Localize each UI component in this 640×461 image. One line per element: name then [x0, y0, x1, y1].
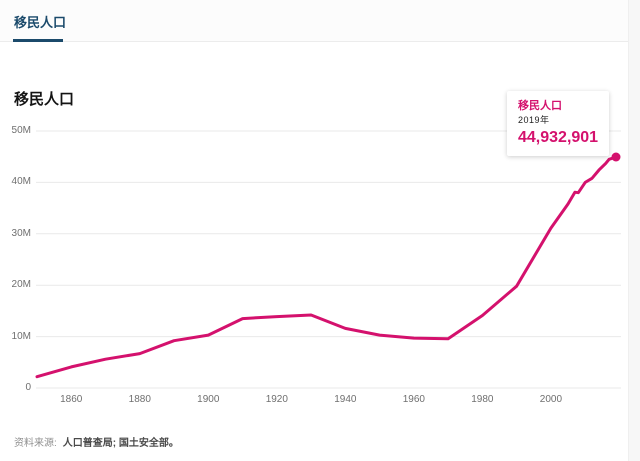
source-note: 资料来源: 人口普查局; 国土安全部。: [14, 437, 179, 450]
series-line[interactable]: [35, 155, 618, 379]
chart-tooltip: 移民人口 2019年 44,932,901: [507, 91, 610, 156]
x-tick-label: 2000: [539, 394, 563, 405]
tooltip-value: 44,932,901: [518, 129, 599, 146]
x-tick-label: 1880: [128, 394, 151, 405]
tooltip-series-name: 移民人口: [518, 100, 562, 112]
data-point-marker[interactable]: [611, 152, 621, 162]
x-tick-label: 1920: [265, 394, 288, 405]
y-tick-label: 0: [25, 382, 31, 393]
tab-bar: 移民人口: [0, 0, 628, 42]
y-tick-label: 10M: [11, 330, 31, 342]
chart-title: 移民人口: [14, 91, 75, 108]
y-tick-label: 40M: [11, 176, 31, 188]
y-tick-label: 30M: [11, 227, 31, 239]
x-tick-label: 1980: [471, 394, 494, 405]
x-tick-label: 1900: [197, 394, 220, 405]
x-tick-label: 1940: [334, 394, 357, 405]
x-tick-label: 1860: [60, 394, 83, 405]
x-tick-label: 1960: [402, 394, 425, 405]
tab-label: 移民人口: [14, 14, 67, 30]
y-tick-label: 50M: [11, 125, 31, 136]
y-tick-label: 20M: [11, 279, 31, 291]
tab-immigrant-population[interactable]: 移民人口: [13, 0, 67, 42]
source-label: 资料来源:: [14, 438, 57, 449]
right-gutter: [628, 0, 640, 461]
active-tab-underline: [13, 39, 63, 42]
source-value: 人口普查局; 国土安全部。: [62, 438, 179, 449]
tooltip-year: 2019年: [518, 115, 550, 125]
